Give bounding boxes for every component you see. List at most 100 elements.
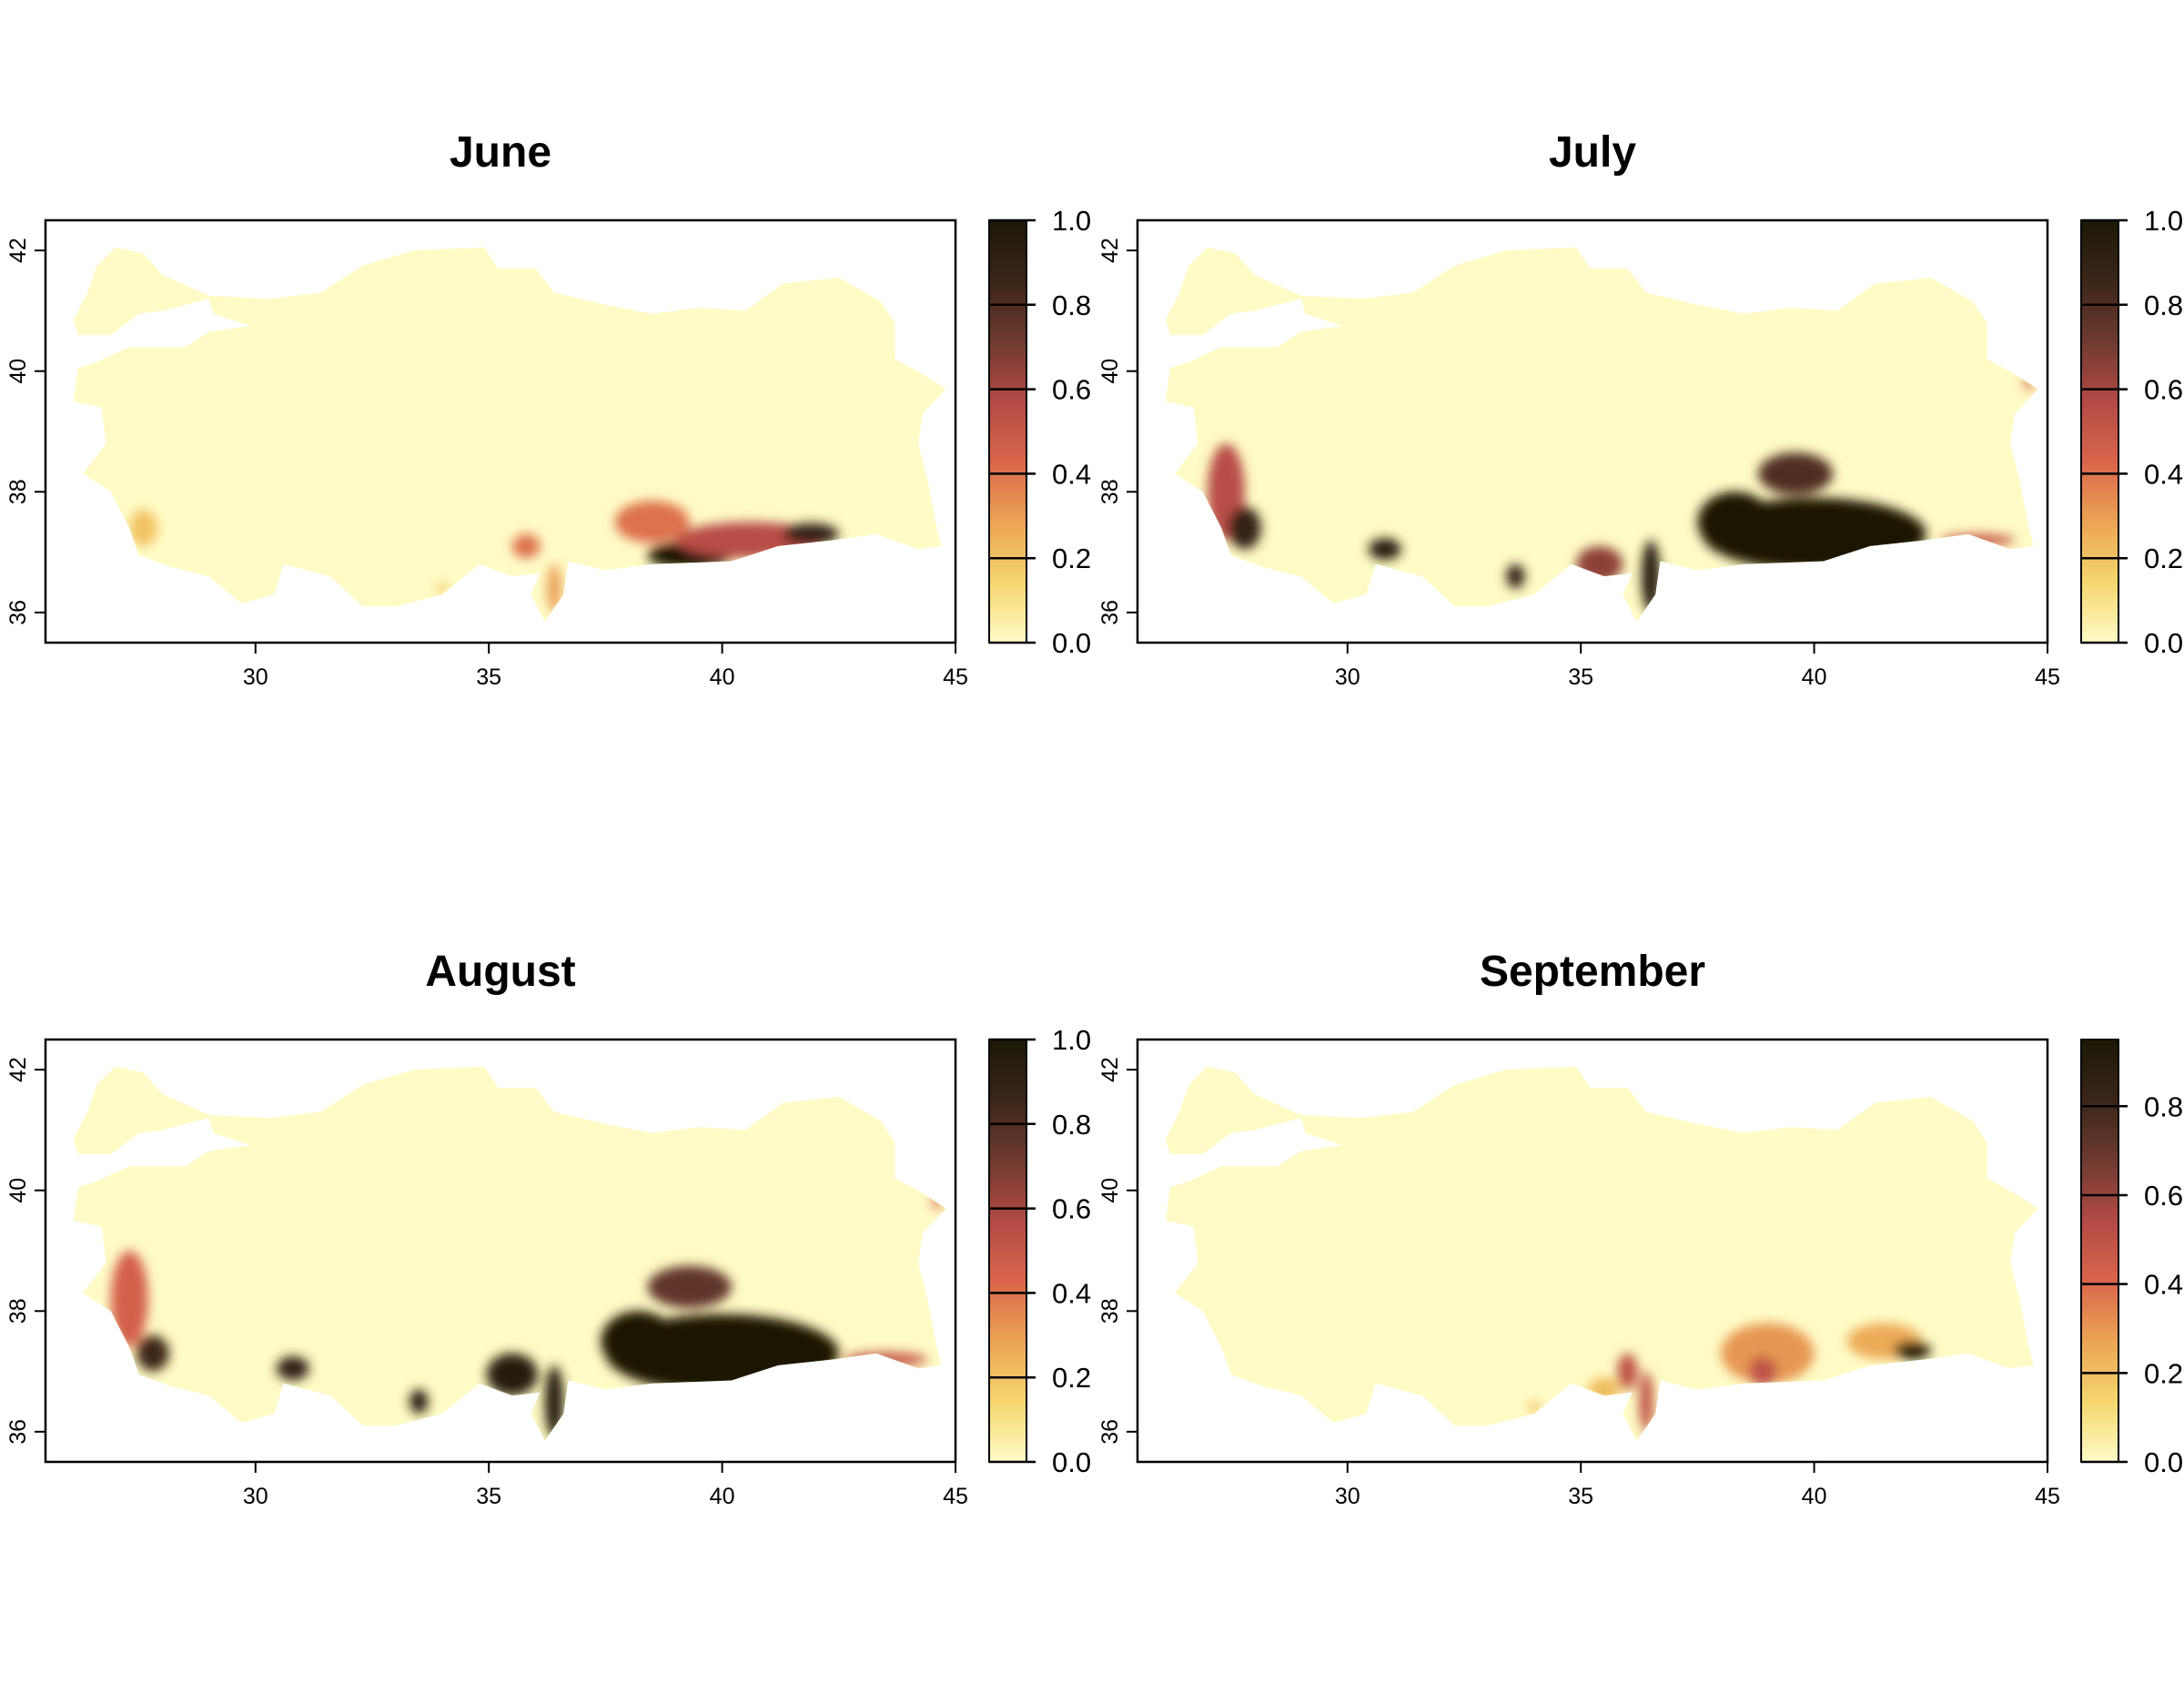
x-tick-label: 40	[1802, 664, 1827, 690]
colorbar-tick-label: 1.0	[1052, 1024, 1091, 1056]
colorbar-tick-label: 0.4	[2144, 458, 2183, 490]
colorbar-tick-label: 0.8	[1052, 289, 1091, 321]
suitability-blob	[437, 582, 448, 594]
panel-title: September	[1479, 948, 1706, 996]
colorbar-tick-label: 0.8	[1052, 1109, 1091, 1141]
y-tick-label: 40	[5, 1178, 31, 1203]
y-tick-label: 36	[5, 1419, 31, 1445]
x-tick-label: 45	[943, 664, 968, 690]
suitability-blob	[136, 1334, 169, 1372]
suitability-blob	[1721, 1323, 1815, 1384]
map-plot: 30 35 40 45 36 38 40 42 0.0 0.2 0.4 0.6 0.8 1.0	[1097, 205, 2183, 690]
x-tick-label: 40	[710, 664, 735, 690]
suitability-blob	[486, 1353, 539, 1396]
suitability-blob	[843, 1352, 928, 1367]
suitability-blob	[1758, 452, 1834, 495]
suitability-blob	[1639, 1371, 1653, 1432]
suitability-blob	[932, 1195, 942, 1210]
land-area	[1165, 1066, 2038, 1441]
colorbar-tick-label: 1.0	[1052, 205, 1091, 237]
colorbar-tick-label: 0.2	[2144, 1357, 2183, 1389]
y-tick-label: 42	[1097, 238, 1123, 263]
map-plot: 30 35 40 45 36 38 40 42 0.0 0.2 0.4 0.6 0.8 1.0	[5, 1024, 1091, 1509]
y-tick-label: 36	[1097, 1419, 1123, 1445]
land-area	[73, 247, 946, 622]
y-tick-label: 38	[5, 479, 31, 504]
x-tick-label: 35	[1568, 664, 1593, 690]
suitability-blob	[1576, 545, 1623, 583]
colorbar-tick-label: 0.6	[2144, 1180, 2183, 1212]
suitability-blob	[647, 1265, 732, 1308]
suitability-blob	[1748, 1356, 1777, 1387]
suitability-blob	[511, 533, 541, 559]
x-tick-label: 30	[1335, 1484, 1360, 1509]
colorbar	[2080, 219, 2119, 644]
suitability-blob	[1893, 1341, 1931, 1360]
y-tick-label: 40	[5, 359, 31, 384]
y-tick-label: 38	[1097, 1298, 1123, 1324]
colorbar-tick-label: 0.8	[2144, 1091, 2183, 1122]
panel-august: August 30 35 40 45 36 38 40 42 0.0 0.2 0.4 0.6 0.8 1.…	[0, 948, 1092, 1684]
y-tick-label: 40	[1097, 1178, 1123, 1203]
suitability-blob	[547, 563, 561, 613]
colorbar-tick-label: 0.8	[2144, 289, 2183, 321]
y-tick-label: 40	[1097, 359, 1123, 384]
suitability-blob	[1368, 538, 1401, 561]
x-tick-label: 40	[1802, 1484, 1827, 1509]
suitability-blob	[129, 510, 158, 546]
suitability-blob	[410, 1389, 429, 1414]
y-tick-label: 36	[1097, 600, 1123, 625]
panel-september: September 30 35 40 45 36 38 40 42 0.0 0.2 0.4 0.6 0.…	[1092, 948, 2184, 1684]
panel-title: June	[449, 128, 552, 177]
colorbar	[988, 1039, 1027, 1463]
suitability-blob	[1587, 1377, 1621, 1402]
colorbar-tick-label: 0.4	[1052, 1277, 1091, 1309]
panel-title: July	[1548, 128, 1637, 177]
suitability-layer	[1529, 1323, 1931, 1432]
panel-title: August	[425, 948, 576, 996]
suitability-blob	[1641, 540, 1661, 613]
colorbar-tick-label: 0.0	[1052, 627, 1091, 659]
colorbar-tick-label: 0.4	[1052, 458, 1091, 490]
suitability-blob	[1940, 533, 2016, 546]
x-tick-label: 45	[2035, 1484, 2060, 1509]
colorbar-tick-label: 0.0	[1052, 1446, 1091, 1478]
colorbar-tick-label: 0.0	[2144, 1446, 2183, 1478]
x-tick-label: 45	[2035, 664, 2060, 690]
map-plot: 30 35 40 45 36 38 40 42 0.0 0.2 0.4 0.6 0.8	[1097, 1038, 2183, 1509]
suitability-blob	[1506, 563, 1525, 589]
colorbar-tick-label: 0.6	[1052, 374, 1091, 406]
y-tick-label: 36	[5, 600, 31, 625]
suitability-blob	[1617, 1353, 1638, 1390]
y-tick-label: 42	[5, 1057, 31, 1082]
colorbar-tick-label: 0.2	[2144, 543, 2183, 574]
y-tick-label: 38	[5, 1298, 31, 1324]
panel-june: June 30 35 40 45 36 38 40 42 0.0 0.2 0.4 0.6 0.8 1.0	[0, 128, 1092, 865]
colorbar-tick-label: 0.6	[2144, 374, 2183, 406]
suitability-blob	[544, 1364, 564, 1438]
x-tick-label: 30	[243, 664, 268, 690]
colorbar-tick-label: 0.6	[1052, 1193, 1091, 1225]
x-tick-label: 35	[1568, 1484, 1593, 1509]
x-tick-label: 40	[710, 1484, 735, 1509]
suitability-blob	[110, 1251, 148, 1348]
panel-july: July 30 35 40 45 36 38 40 42 0.0 0.2 0.4 0.6 0.8 1.0	[1092, 128, 2184, 865]
y-tick-label: 42	[5, 238, 31, 263]
colorbar-tick-label: 0.2	[1052, 543, 1091, 574]
x-tick-label: 30	[243, 1484, 268, 1509]
y-tick-label: 42	[1097, 1057, 1123, 1082]
colorbar-tick-label: 0.0	[2144, 627, 2183, 659]
suitability-blob	[614, 501, 690, 543]
x-tick-label: 45	[943, 1484, 968, 1509]
suitability-blob	[1697, 492, 1773, 553]
map-plot: 30 35 40 45 36 38 40 42 0.0 0.2 0.4 0.6 0.8 1.0	[5, 205, 1091, 690]
x-tick-label: 35	[476, 1484, 501, 1509]
colorbar-tick-label: 0.4	[2144, 1269, 2183, 1301]
suitability-blob	[1529, 1400, 1540, 1415]
colorbar	[2080, 1039, 2119, 1463]
suitability-blob	[601, 1311, 676, 1372]
suitability-blob	[276, 1356, 309, 1381]
colorbar-tick-label: 1.0	[2144, 205, 2183, 237]
x-tick-label: 30	[1335, 664, 1360, 690]
suitability-blob	[2024, 376, 2034, 391]
